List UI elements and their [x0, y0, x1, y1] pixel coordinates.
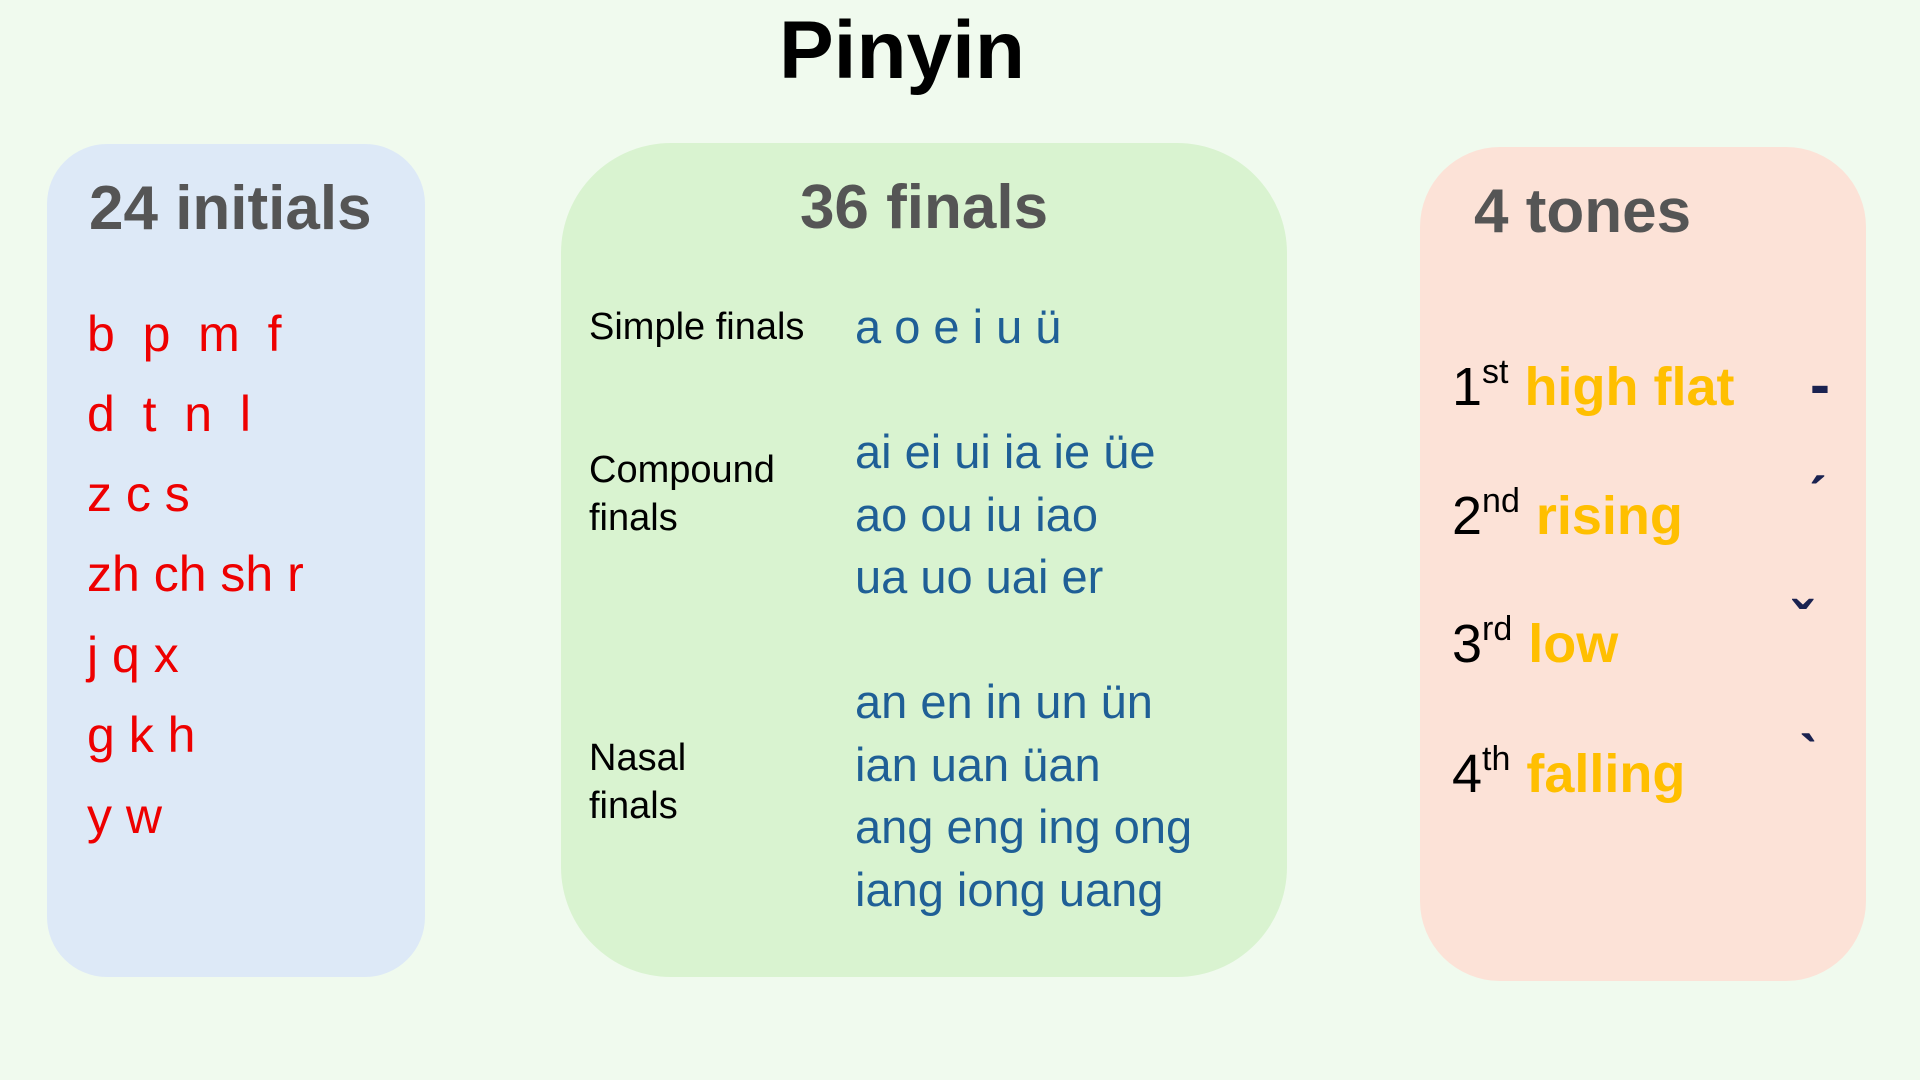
tone-mark-flat: - [1810, 351, 1830, 418]
initials-row-3: z c s [87, 466, 190, 522]
tone-number: 1 [1452, 357, 1483, 417]
tones-heading: 4 tones [1474, 177, 1692, 246]
tone-ordinal: th [1482, 740, 1511, 778]
compound-finals-values: ai ei ui ia ie üe ao ou iu iao ua uo uai… [855, 425, 1156, 603]
tone-ordinal: rd [1482, 610, 1513, 648]
initials-row-6: g k h [87, 707, 196, 763]
tone-row-4: 4th falling [1452, 739, 1685, 809]
finals-panel: 36 finals Simple finals a o e i u ü Comp… [561, 143, 1287, 977]
finals-heading: 36 finals [799, 173, 1049, 242]
initials-row-7: y w [87, 788, 162, 844]
compound-finals-label: Compound finals [589, 449, 775, 539]
tone-ordinal: nd [1482, 482, 1520, 520]
tone-mark-falling: ˋ [1798, 723, 1818, 790]
tone-name: rising [1535, 486, 1683, 546]
nasal-finals-label: Nasal finals [589, 737, 687, 827]
tone-number: 3 [1452, 614, 1483, 674]
simple-finals-values: a o e i u ü [855, 300, 1062, 353]
tone-name: high flat [1524, 357, 1735, 417]
tone-row-2: 2nd rising [1452, 481, 1683, 551]
tone-name: low [1528, 614, 1619, 674]
initials-row-2: d t n l [87, 386, 251, 442]
initials-heading: 24 initials [89, 174, 372, 243]
tone-name: falling [1526, 744, 1686, 804]
initials-row-4: zh ch sh r [87, 546, 304, 602]
initials-row-5: j q x [87, 627, 179, 683]
nasal-finals-values: an en in un ün ian uan üan ang eng ing o… [855, 675, 1193, 916]
tone-ordinal: st [1482, 353, 1509, 391]
initials-panel: 24 initials b p m f d t n l z c s zh ch … [47, 144, 425, 977]
initials-row-1: b p m f [87, 306, 282, 362]
page-title: Pinyin [778, 5, 1026, 96]
tone-row-1: 1st high flat [1452, 352, 1734, 422]
simple-finals-label: Simple finals [589, 306, 805, 348]
tone-number: 4 [1452, 744, 1483, 804]
tone-mark-rising: ˊ [1808, 465, 1828, 532]
tone-mark-low: ˇ [1792, 590, 1812, 657]
tone-number: 2 [1452, 486, 1483, 546]
tones-panel: 4 tones 1st high flat - 2nd rising ˊ 3rd lo… [1420, 147, 1866, 981]
tone-row-3: 3rd low [1452, 609, 1618, 679]
